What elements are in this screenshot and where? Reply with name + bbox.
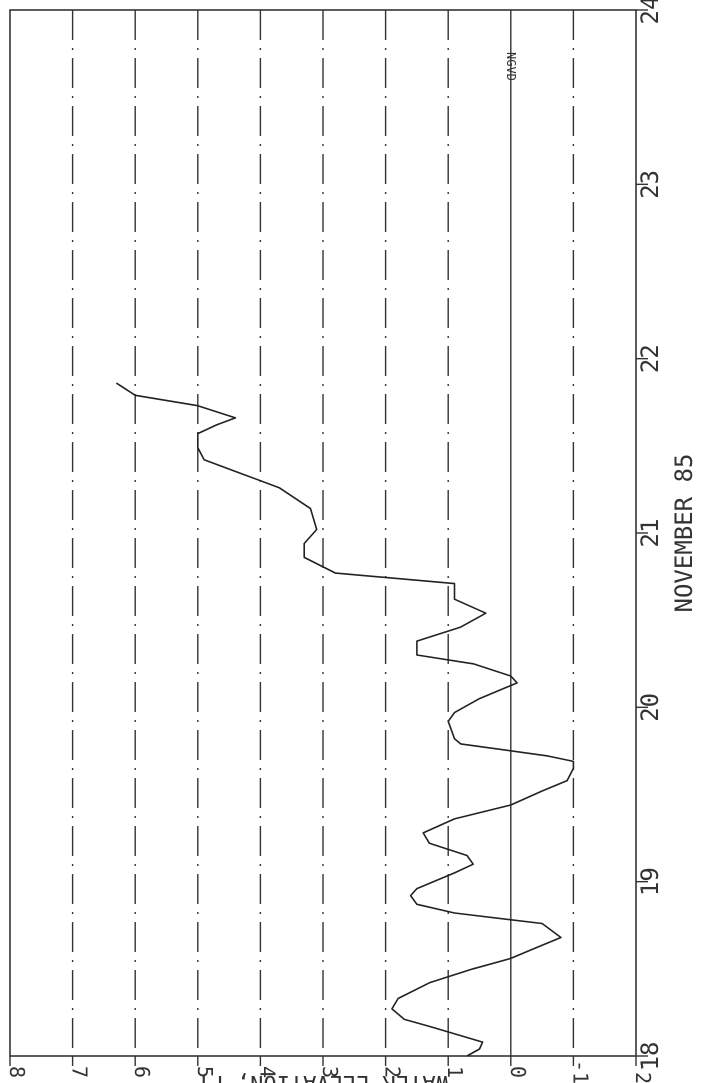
y-tick-label: 1 bbox=[443, 1066, 467, 1078]
x-axis-label: NOVEMBER 85 bbox=[670, 454, 698, 613]
y-axis-label: WATER ELEVATION, FT bbox=[197, 1070, 449, 1083]
ngvd-label: NGVD bbox=[504, 52, 518, 81]
x-tick-label: 19 bbox=[636, 867, 664, 896]
series-group bbox=[115, 382, 575, 1057]
series-line bbox=[115, 382, 575, 1057]
x-tick-label: 24 bbox=[636, 0, 664, 24]
y-tick-label: 3 bbox=[318, 1066, 342, 1078]
x-axis-ticks: 18 19 20 21 22 23 24 bbox=[636, 0, 664, 1070]
x-tick-label: 18 bbox=[636, 1042, 664, 1071]
reference-line-group: NGVD bbox=[504, 10, 518, 1056]
y-tick-label: 5 bbox=[193, 1066, 217, 1078]
y-axis-ticks: -2 -1 0 1 2 3 4 5 6 7 8 bbox=[5, 1056, 655, 1083]
x-tick-label: 21 bbox=[636, 519, 664, 548]
gridlines bbox=[71, 10, 575, 1056]
x-tick-label: 22 bbox=[636, 344, 664, 373]
x-tick-label: 23 bbox=[636, 170, 664, 199]
y-tick-label: 2 bbox=[381, 1066, 405, 1078]
y-tick-label: 0 bbox=[506, 1066, 530, 1078]
y-tick-label: 6 bbox=[130, 1066, 154, 1078]
x-tick-label: 20 bbox=[636, 693, 664, 722]
y-tick-label: 8 bbox=[5, 1066, 29, 1078]
y-tick-label: -2 bbox=[631, 1060, 655, 1083]
y-tick-label: 7 bbox=[68, 1066, 92, 1078]
y-tick-label: -1 bbox=[568, 1060, 592, 1083]
y-tick-label: 4 bbox=[255, 1066, 279, 1078]
